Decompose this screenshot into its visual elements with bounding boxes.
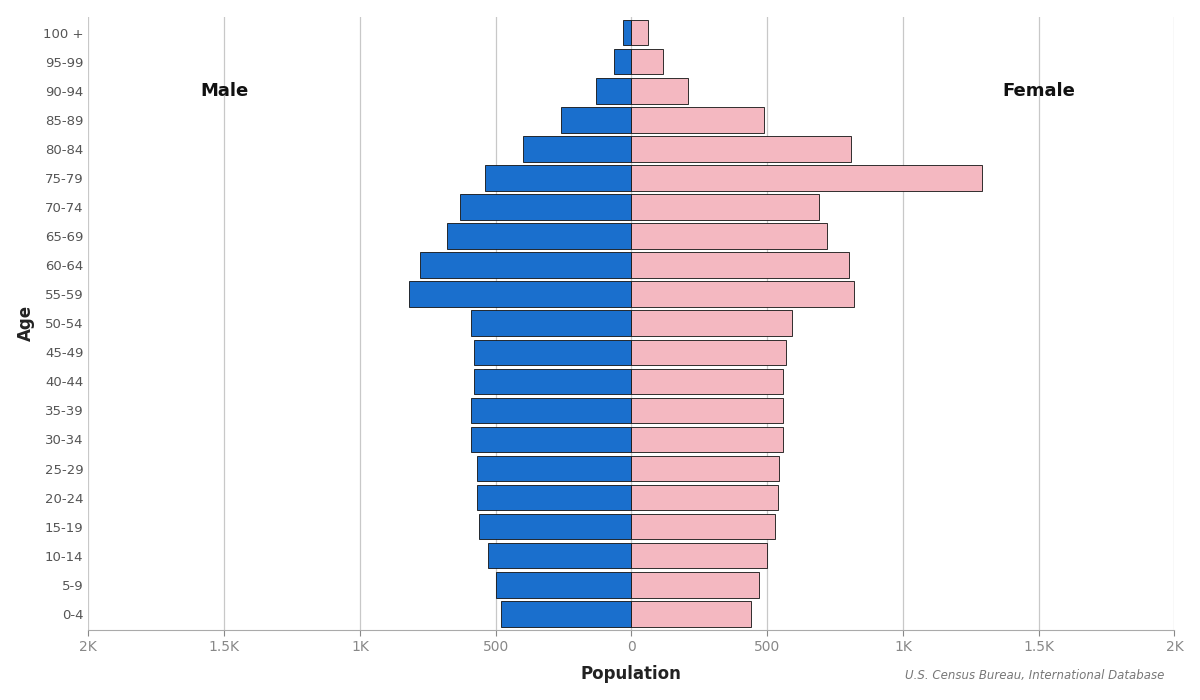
Bar [631, 311, 792, 336]
Bar [631, 572, 760, 598]
Bar [631, 281, 854, 307]
Bar [496, 572, 631, 598]
Bar [502, 601, 631, 626]
Bar [631, 78, 689, 104]
Bar [631, 252, 848, 278]
Bar [472, 398, 631, 424]
Bar [631, 456, 779, 482]
Y-axis label: Age: Age [17, 305, 35, 342]
Bar [474, 340, 631, 365]
Text: Female: Female [1002, 82, 1075, 100]
Bar [420, 252, 631, 278]
Bar [479, 514, 631, 540]
Bar [487, 543, 631, 568]
Bar [474, 369, 631, 394]
Bar [446, 223, 631, 248]
Bar [485, 165, 631, 190]
Bar [631, 601, 751, 626]
Bar [596, 78, 631, 104]
Bar [472, 311, 631, 336]
Bar [476, 456, 631, 482]
Bar [631, 485, 778, 510]
Bar [631, 543, 767, 568]
Text: U.S. Census Bureau, International Database: U.S. Census Bureau, International Databa… [905, 669, 1164, 682]
Bar [631, 107, 764, 132]
Bar [631, 136, 851, 162]
Text: Male: Male [200, 82, 248, 100]
Bar [631, 427, 784, 452]
Bar [560, 107, 631, 132]
X-axis label: Population: Population [581, 665, 682, 683]
Bar [472, 427, 631, 452]
Bar [631, 369, 784, 394]
Bar [631, 514, 775, 540]
Bar [409, 281, 631, 307]
Bar [523, 136, 631, 162]
Bar [631, 340, 786, 365]
Bar [623, 20, 631, 46]
Bar [476, 485, 631, 510]
Bar [631, 165, 982, 190]
Bar [613, 49, 631, 74]
Bar [461, 194, 631, 220]
Bar [631, 223, 827, 248]
Bar [631, 20, 648, 46]
Bar [631, 398, 784, 424]
Bar [631, 194, 818, 220]
Bar [631, 49, 662, 74]
